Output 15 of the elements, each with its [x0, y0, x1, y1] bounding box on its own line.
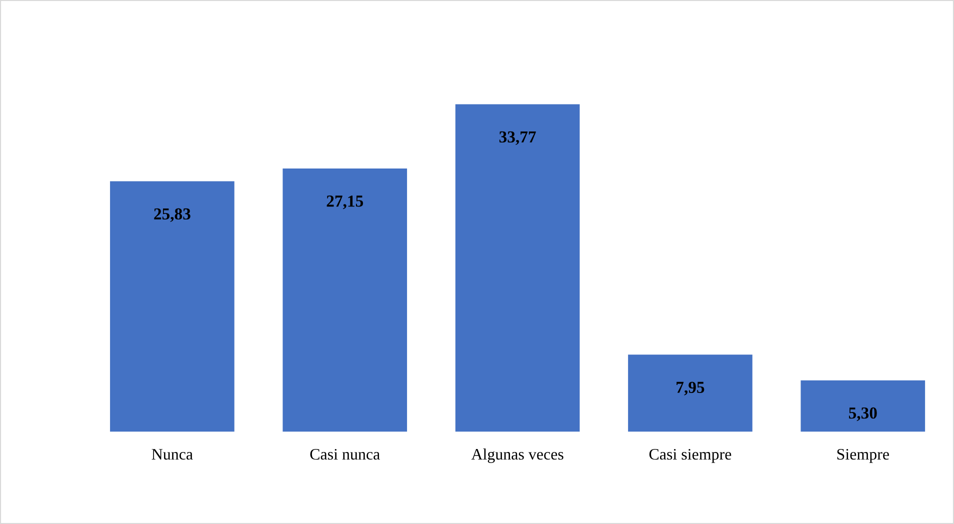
data-label: 33,77: [499, 131, 536, 145]
data-label: 5,30: [848, 407, 877, 422]
bar: [800, 380, 926, 432]
data-label: 25,83: [154, 208, 190, 222]
bar: [455, 104, 580, 432]
data-label: 7,95: [676, 382, 704, 396]
bar: [110, 181, 234, 432]
x-tick-label: Algunas veces: [471, 448, 564, 463]
x-tick-label: Siempre: [837, 448, 889, 463]
bar: [628, 354, 752, 432]
bar: [282, 168, 408, 432]
data-label: 27,15: [326, 196, 364, 210]
x-tick-label: Casi siempre: [649, 448, 732, 463]
x-tick-label: Casi nunca: [310, 448, 380, 460]
x-tick-label: Nunca: [152, 449, 193, 460]
